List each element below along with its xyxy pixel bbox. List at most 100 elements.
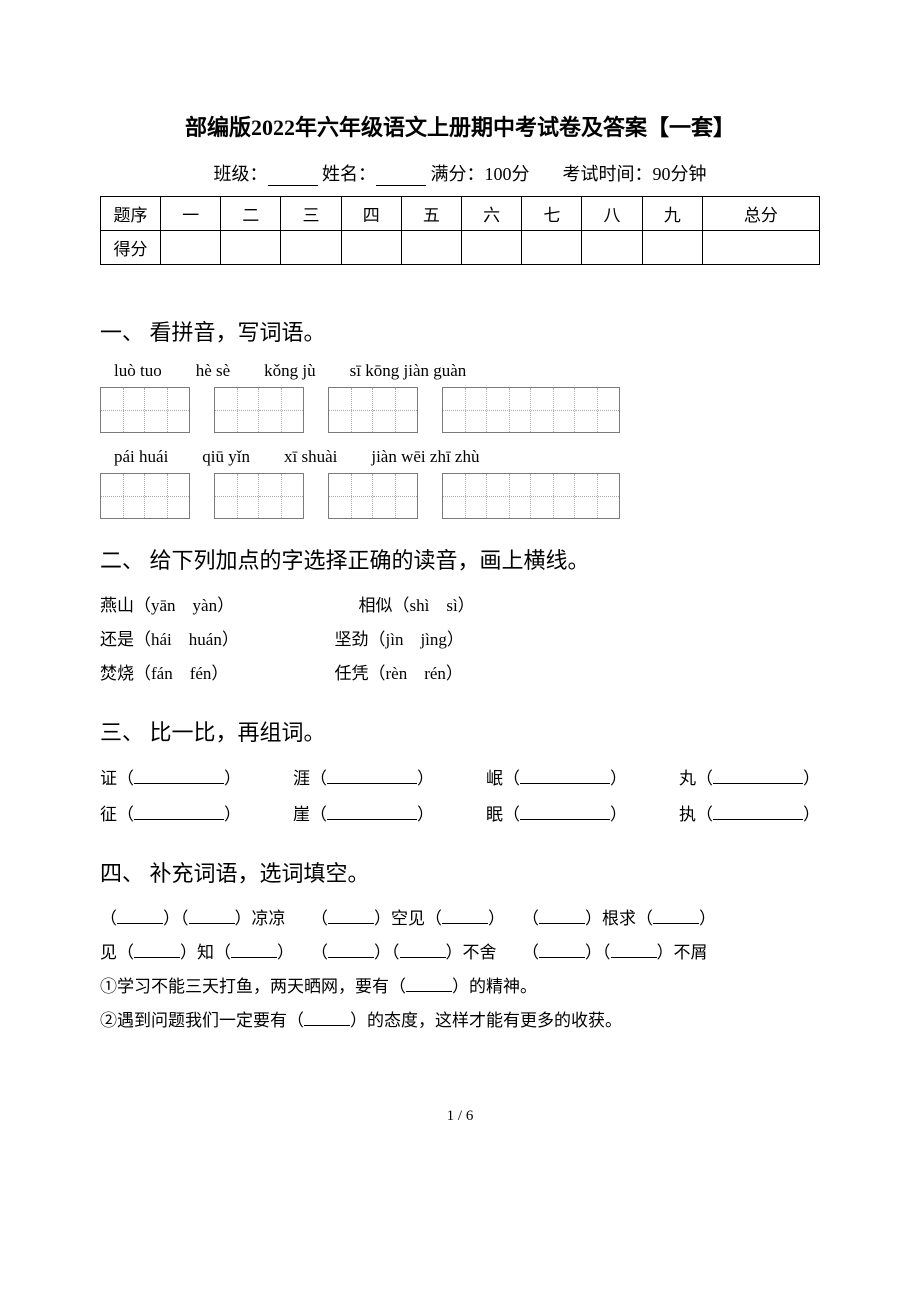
tianzige-cell[interactable] [443, 388, 487, 432]
score-cell[interactable] [462, 231, 522, 265]
score-cell[interactable] [522, 231, 582, 265]
tianzige-cell[interactable] [487, 388, 531, 432]
row-label: 得分 [101, 231, 161, 265]
tianzige-cell[interactable] [329, 474, 373, 518]
char: 眠（ [486, 805, 520, 824]
blank[interactable] [713, 804, 803, 820]
blank[interactable] [520, 768, 610, 784]
tianzige-cell[interactable] [259, 388, 303, 432]
char: 证（ [100, 769, 134, 788]
pinyin: kǒng jù [264, 361, 315, 381]
blank[interactable] [134, 804, 224, 820]
blank[interactable] [442, 908, 488, 924]
word-item: 丸（） [679, 761, 820, 797]
col-header: 五 [401, 197, 461, 231]
tianzige-cell[interactable] [373, 388, 417, 432]
word-row: 证（ ） 涯（） 岷（） 丸（） [100, 761, 820, 797]
paren-close: ） [803, 769, 820, 788]
tianzige-cell[interactable] [443, 474, 487, 518]
word-item: 岷（） [486, 761, 627, 797]
tianzige-cell[interactable] [373, 474, 417, 518]
tianzige-cell[interactable] [531, 474, 575, 518]
col-header: 三 [281, 197, 341, 231]
score-cell[interactable] [341, 231, 401, 265]
text: ） （ [277, 943, 328, 962]
blank[interactable] [231, 942, 277, 958]
tianzige-cell[interactable] [329, 388, 373, 432]
tianzige-group[interactable] [442, 473, 620, 519]
tianzige-cell[interactable] [215, 388, 259, 432]
blank[interactable] [406, 976, 452, 992]
q-item: 还是（hái huán） [100, 623, 290, 657]
tianzige-group[interactable] [214, 473, 304, 519]
score-cell[interactable] [582, 231, 642, 265]
text: ）凉凉 （ [235, 909, 329, 928]
blank[interactable] [117, 908, 163, 924]
tianzige-cell[interactable] [531, 388, 575, 432]
section4-title: 四、 补充词语，选词填空。 [100, 856, 820, 888]
q-item: 任凭（rèn rén） [335, 664, 463, 683]
score-cell[interactable] [161, 231, 221, 265]
blank[interactable] [653, 908, 699, 924]
blank[interactable] [520, 804, 610, 820]
blank[interactable] [400, 942, 446, 958]
text: ）（ [163, 909, 189, 928]
tianzige-cell[interactable] [145, 388, 189, 432]
blank[interactable] [304, 1010, 350, 1026]
tianzige-cell[interactable] [487, 474, 531, 518]
blank[interactable] [539, 908, 585, 924]
score-cell[interactable] [642, 231, 702, 265]
word-row: 征（）崖（）眠（）执（） [100, 797, 820, 833]
score-cell[interactable] [281, 231, 341, 265]
paren-close: ） [610, 769, 627, 788]
section3-title: 三、 比一比，再组词。 [100, 715, 820, 747]
text: ）的精神。 [452, 977, 537, 996]
score-cell[interactable] [702, 231, 819, 265]
fill-line: ②遇到问题我们一定要有（）的态度，这样才能有更多的收获。 [100, 1004, 820, 1038]
text: ①学习不能三天打鱼，两天晒网，要有（ [100, 977, 406, 996]
tianzige-group[interactable] [328, 473, 418, 519]
tianzige-cell[interactable] [101, 474, 145, 518]
col-header: 二 [221, 197, 281, 231]
tianzige-cell[interactable] [259, 474, 303, 518]
word-item: 眠（） [486, 797, 627, 833]
blank[interactable] [327, 768, 417, 784]
blank[interactable] [327, 804, 417, 820]
score-cell[interactable] [401, 231, 461, 265]
name-blank[interactable] [376, 168, 426, 186]
blank[interactable] [328, 942, 374, 958]
blank[interactable] [328, 908, 374, 924]
score-cell[interactable] [221, 231, 281, 265]
word-item: 涯（） [293, 761, 434, 797]
text: ）的态度，这样才能有更多的收获。 [350, 1011, 622, 1030]
tianzige-cell[interactable] [145, 474, 189, 518]
tianzige-cell[interactable] [575, 388, 619, 432]
paren-close: ） [224, 769, 241, 788]
col-header: 四 [341, 197, 401, 231]
tianzige-cell[interactable] [575, 474, 619, 518]
blank[interactable] [134, 768, 224, 784]
blank[interactable] [539, 942, 585, 958]
blank[interactable] [189, 908, 235, 924]
tianzige-group[interactable] [100, 473, 190, 519]
fill-line: （）（）凉凉 （）空见（） （）根求（） [100, 902, 820, 936]
tianzige-group[interactable] [442, 387, 620, 433]
text: ）知（ [180, 943, 231, 962]
class-blank[interactable] [268, 168, 318, 186]
tianzige-cell[interactable] [215, 474, 259, 518]
blank[interactable] [134, 942, 180, 958]
tianzige-group[interactable] [100, 387, 190, 433]
q-item: 燕山（yān yàn） [100, 589, 290, 623]
tianzige-group[interactable] [328, 387, 418, 433]
char: 征（ [100, 805, 134, 824]
text: ）（ [374, 943, 400, 962]
text: （ [100, 909, 117, 928]
blank[interactable] [611, 942, 657, 958]
tianzige-group[interactable] [214, 387, 304, 433]
col-header: 一 [161, 197, 221, 231]
q-item: 坚劲（jìn jìng） [335, 630, 464, 649]
word-item: 证（ ） [100, 761, 241, 797]
blank[interactable] [713, 768, 803, 784]
tianzige-cell[interactable] [101, 388, 145, 432]
fill-line: ①学习不能三天打鱼，两天晒网，要有（ ）的精神。 [100, 970, 820, 1004]
